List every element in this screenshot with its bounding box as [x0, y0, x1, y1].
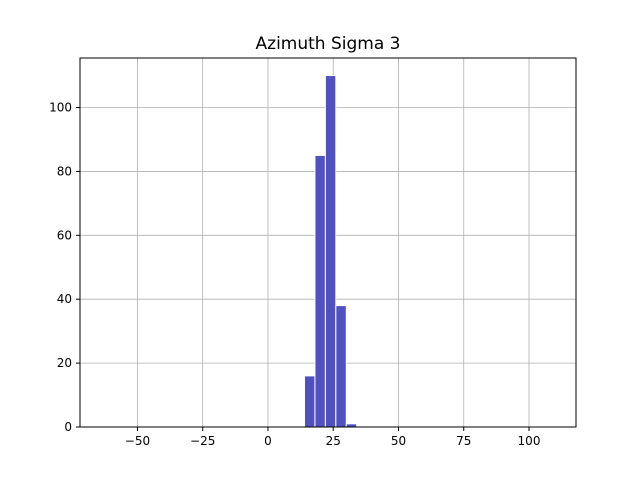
histogram-bar: [335, 305, 347, 428]
x-tick-label: 25: [326, 434, 341, 448]
axis-ticks: −50 −25 0 25 50 75 100 0 20 40 60 80 100: [49, 101, 540, 448]
x-tick-label: 0: [264, 434, 272, 448]
x-tick-label: 50: [391, 434, 406, 448]
y-tick-label: 100: [49, 101, 72, 115]
histogram-bar: [314, 154, 326, 428]
y-tick-label: 0: [64, 420, 72, 434]
x-tick-label: −25: [190, 434, 215, 448]
plot-frame: [79, 57, 577, 428]
x-tick-label: 100: [518, 434, 541, 448]
y-tick-label: 20: [57, 356, 72, 370]
x-tick-label: 75: [456, 434, 471, 448]
bars: [304, 75, 358, 428]
y-tick-label: 40: [57, 292, 72, 306]
histogram-bar: [304, 375, 316, 428]
histogram-bar: [324, 75, 337, 428]
y-tick-label: 60: [57, 228, 72, 242]
x-tick-label: −50: [125, 434, 150, 448]
y-tick-label: 80: [57, 164, 72, 178]
chart-title: Azimuth Sigma 3: [256, 34, 401, 54]
